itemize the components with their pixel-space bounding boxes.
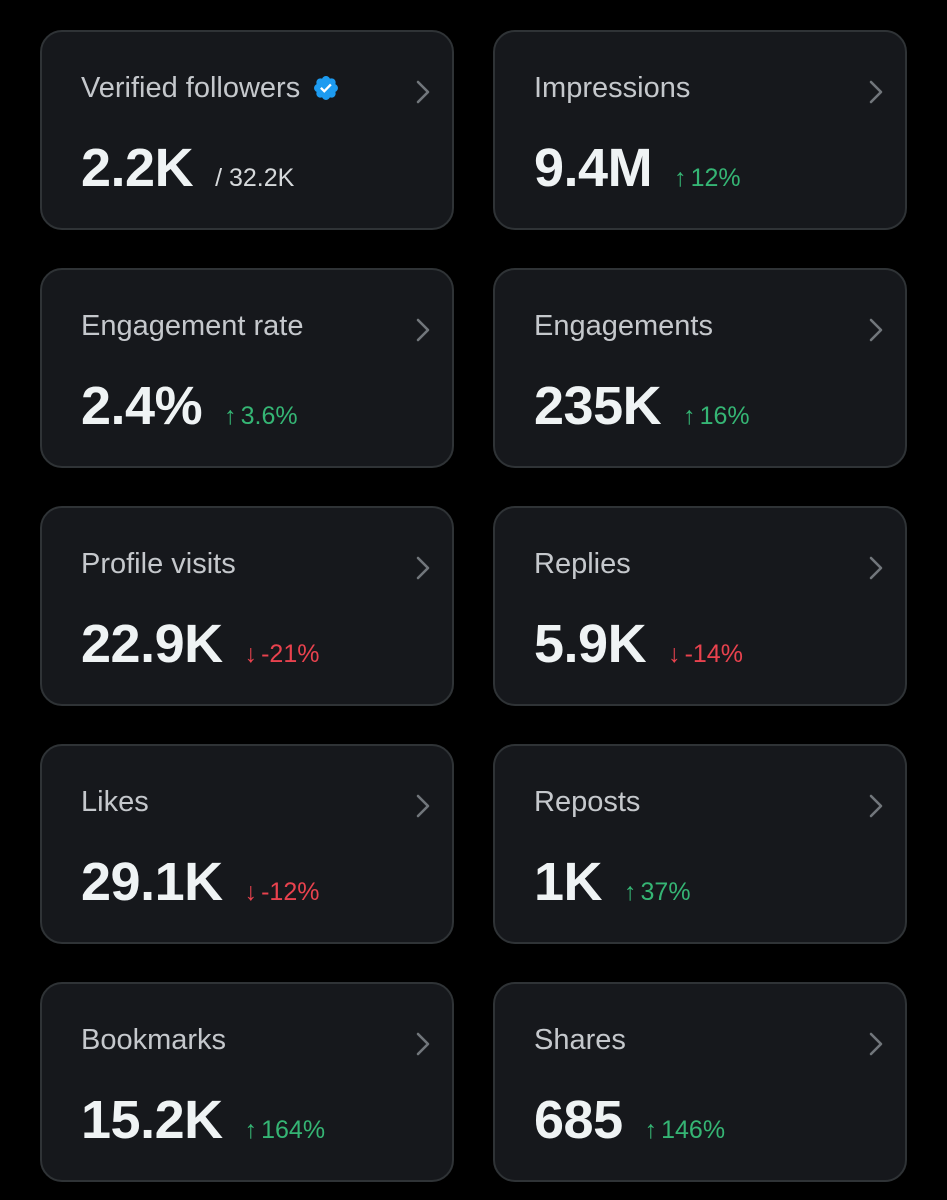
metric-delta: ↑ 12% bbox=[674, 164, 741, 193]
card-verified-followers[interactable]: Verified followers 2.2K / 32.2K bbox=[40, 30, 454, 230]
delta-value: -14% bbox=[684, 640, 743, 668]
card-label: Verified followers bbox=[81, 72, 301, 104]
card-label: Impressions bbox=[534, 72, 691, 104]
chevron-right-icon bbox=[416, 1032, 430, 1056]
value-row: 9.4M ↑ 12% bbox=[534, 136, 741, 200]
card-label: Bookmarks bbox=[81, 1024, 227, 1056]
chevron-right-icon bbox=[416, 318, 430, 342]
card-bookmarks[interactable]: Bookmarks 15.2K ↑ 164% bbox=[40, 982, 454, 1182]
card-label-row: Bookmarks bbox=[81, 1022, 226, 1058]
card-shares[interactable]: Shares 685 ↑ 146% bbox=[493, 982, 907, 1182]
metric-value: 29.1K bbox=[81, 852, 223, 912]
card-label: Reposts bbox=[534, 786, 641, 818]
arrow-up-icon: ↑ bbox=[244, 1116, 258, 1144]
card-likes[interactable]: Likes 29.1K ↓ -12% bbox=[40, 744, 454, 944]
value-row: 235K ↑ 16% bbox=[534, 374, 750, 438]
arrow-up-icon: ↑ bbox=[224, 402, 237, 430]
card-label-row: Shares bbox=[534, 1022, 626, 1058]
card-label: Shares bbox=[534, 1024, 626, 1056]
metric-value: 15.2K bbox=[81, 1090, 223, 1150]
card-label-row: Engagement rate bbox=[81, 308, 303, 344]
card-label: Engagement rate bbox=[81, 310, 304, 342]
card-reposts[interactable]: Reposts 1K ↑ 37% bbox=[493, 744, 907, 944]
metric-delta: ↑ 146% bbox=[645, 1116, 725, 1145]
chevron-right-icon bbox=[416, 556, 430, 580]
value-row: 2.4% ↑ 3.6% bbox=[81, 374, 298, 438]
metric-value: 235K bbox=[534, 376, 662, 436]
metric-value: 9.4M bbox=[534, 138, 653, 198]
metric-total: / 32.2K bbox=[215, 164, 295, 192]
arrow-up-icon: ↑ bbox=[683, 402, 696, 430]
card-label-row: Likes bbox=[81, 784, 149, 820]
chevron-right-icon bbox=[869, 318, 883, 342]
card-label: Profile visits bbox=[81, 548, 236, 580]
card-label: Replies bbox=[534, 548, 631, 580]
value-row: 5.9K ↓ -14% bbox=[534, 612, 743, 676]
metric-delta: ↑ 16% bbox=[683, 402, 750, 431]
card-impressions[interactable]: Impressions 9.4M ↑ 12% bbox=[493, 30, 907, 230]
arrow-up-icon: ↑ bbox=[644, 1116, 658, 1144]
metric-delta: ↓ -14% bbox=[668, 640, 743, 669]
metric-delta: ↑ 164% bbox=[245, 1116, 325, 1145]
delta-value: 164% bbox=[261, 1116, 326, 1144]
metric-delta: ↑ 37% bbox=[624, 878, 691, 907]
delta-value: 16% bbox=[699, 402, 750, 430]
card-label-row: Profile visits bbox=[81, 546, 236, 582]
delta-value: 146% bbox=[661, 1116, 726, 1144]
metric-value: 685 bbox=[534, 1090, 623, 1150]
chevron-right-icon bbox=[416, 794, 430, 818]
metric-delta: ↓ -21% bbox=[245, 640, 320, 669]
delta-value: 3.6% bbox=[240, 402, 298, 430]
card-label: Likes bbox=[81, 786, 149, 818]
delta-value: 37% bbox=[640, 878, 691, 906]
chevron-right-icon bbox=[869, 556, 883, 580]
arrow-up-icon: ↑ bbox=[674, 164, 687, 192]
card-label-row: Reposts bbox=[534, 784, 640, 820]
card-label-row: Verified followers bbox=[81, 70, 340, 106]
card-replies[interactable]: Replies 5.9K ↓ -14% bbox=[493, 506, 907, 706]
chevron-right-icon bbox=[416, 80, 430, 104]
card-label: Engagements bbox=[534, 310, 713, 342]
arrow-up-icon: ↑ bbox=[624, 878, 637, 906]
arrow-down-icon: ↓ bbox=[668, 640, 681, 668]
chevron-right-icon bbox=[869, 1032, 883, 1056]
chevron-right-icon bbox=[869, 80, 883, 104]
delta-value: 12% bbox=[690, 164, 741, 192]
metric-value: 5.9K bbox=[534, 614, 647, 674]
card-label-row: Engagements bbox=[534, 308, 713, 344]
metric-value: 2.4% bbox=[81, 376, 203, 436]
metric-value: 22.9K bbox=[81, 614, 223, 674]
value-row: 685 ↑ 146% bbox=[534, 1088, 725, 1152]
delta-value: -12% bbox=[261, 878, 320, 906]
delta-value: -21% bbox=[261, 640, 320, 668]
card-label-row: Replies bbox=[534, 546, 631, 582]
analytics-grid: Verified followers 2.2K / 32.2K Impressi… bbox=[40, 30, 907, 1182]
chevron-right-icon bbox=[869, 794, 883, 818]
metric-value: 2.2K bbox=[81, 138, 194, 198]
metric-delta: ↑ 3.6% bbox=[224, 402, 297, 431]
value-row: 22.9K ↓ -21% bbox=[81, 612, 319, 676]
metric-delta: ↓ -12% bbox=[245, 878, 320, 907]
arrow-down-icon: ↓ bbox=[244, 640, 258, 668]
value-row: 29.1K ↓ -12% bbox=[81, 850, 319, 914]
card-engagement-rate[interactable]: Engagement rate 2.4% ↑ 3.6% bbox=[40, 268, 454, 468]
value-row: 15.2K ↑ 164% bbox=[81, 1088, 325, 1152]
value-row: 1K ↑ 37% bbox=[534, 850, 691, 914]
card-engagements[interactable]: Engagements 235K ↑ 16% bbox=[493, 268, 907, 468]
arrow-down-icon: ↓ bbox=[244, 878, 258, 906]
card-label-row: Impressions bbox=[534, 70, 690, 106]
card-profile-visits[interactable]: Profile visits 22.9K ↓ -21% bbox=[40, 506, 454, 706]
metric-value: 1K bbox=[534, 852, 603, 912]
verified-badge-icon bbox=[314, 76, 339, 100]
value-row: 2.2K / 32.2K bbox=[81, 136, 294, 200]
